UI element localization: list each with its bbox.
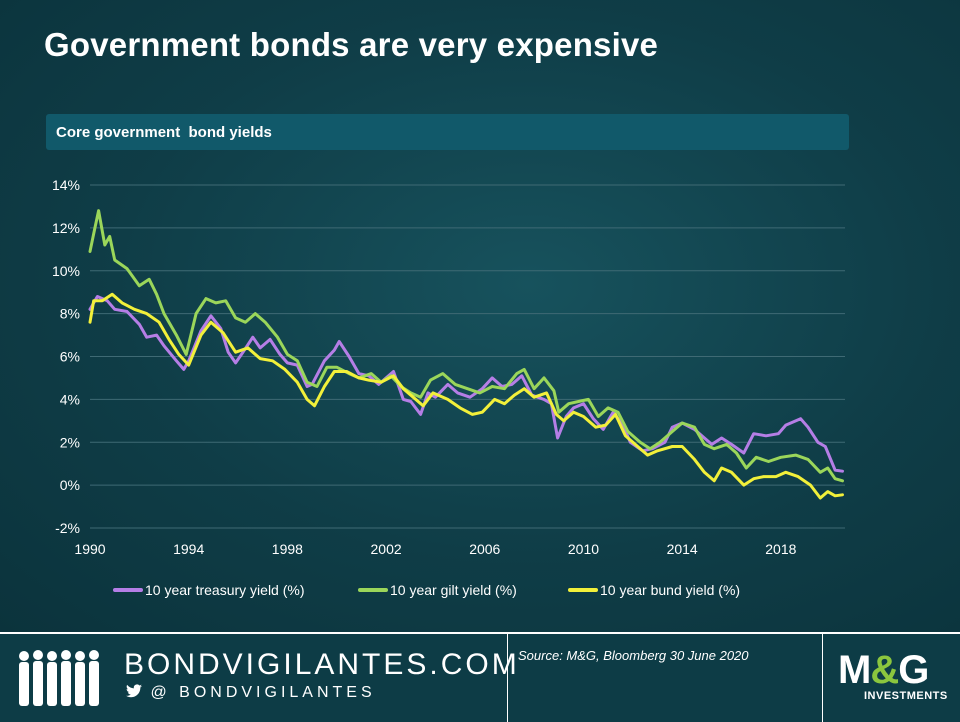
y-tick-label: 12% (52, 220, 80, 236)
slide-background (0, 0, 960, 632)
series-line-1 (88, 295, 844, 473)
legend: 10 year treasury yield (%) 10 year gilt y… (113, 582, 740, 598)
footer-bar: BONDVIGILANTES.COM @ BONDVIGILANTES Sour… (0, 632, 960, 722)
slide-title: Government bonds are very expensive (44, 26, 659, 63)
logo-g: G (898, 648, 929, 692)
y-tick-label: 10% (52, 263, 80, 279)
x-tick-label: 2018 (765, 541, 796, 557)
series-line-2 (88, 209, 844, 483)
legend-label: 10 year treasury yield (%) (145, 582, 305, 598)
x-tick-label: 1990 (74, 541, 105, 557)
logo-m: M (838, 648, 871, 692)
x-axis-ticks: 1990 1994 1998 2002 2006 2010 2014 2018 (74, 541, 796, 557)
handle-at: @ (150, 684, 171, 701)
footer-divider (822, 634, 823, 722)
x-tick-label: 2002 (371, 541, 402, 557)
y-tick-label: 6% (60, 349, 80, 365)
chart-header-bar: Core government bond yields (46, 114, 849, 150)
x-tick-label: 1998 (272, 541, 303, 557)
mg-investments-logo: M&G INVESTMENTS (838, 650, 948, 702)
site-name: BONDVIGILANTES.COM (124, 648, 520, 681)
y-tick-label: 0% (60, 477, 80, 493)
y-axis-ticks: -2% 0% 2% 4% 6% 8% 10% 12% 14% (52, 177, 80, 536)
logo-subtitle: INVESTMENTS (864, 690, 948, 702)
legend-label: 10 year bund yield (%) (600, 582, 740, 598)
twitter-bird-icon (126, 684, 142, 698)
people-silhouettes-icon (19, 650, 99, 706)
chart-title: Core government bond yields (56, 124, 272, 141)
logo-ampersand: & (870, 648, 899, 692)
x-tick-label: 1994 (173, 541, 204, 557)
series-lines (88, 209, 844, 500)
legend-label: 10 year gilt yield (%) (390, 582, 517, 598)
y-tick-label: 4% (60, 391, 80, 407)
twitter-handle: @ BONDVIGILANTES (126, 684, 376, 702)
y-tick-label: -2% (55, 520, 80, 536)
y-tick-label: 8% (60, 306, 80, 322)
series-line-3 (88, 292, 844, 500)
source-note: Source: M&G, Bloomberg 30 June 2020 (518, 648, 749, 663)
yield-line-chart: -2% 0% 2% 4% 6% 8% 10% 12% 14% 1990 1994 1998 2002 2… (52, 177, 845, 598)
handle-name: BONDVIGILANTES (179, 684, 376, 701)
x-tick-label: 2010 (568, 541, 599, 557)
x-tick-label: 2014 (667, 541, 698, 557)
y-tick-label: 2% (60, 434, 80, 450)
footer-divider (507, 634, 508, 722)
x-tick-label: 2006 (469, 541, 500, 557)
y-tick-label: 14% (52, 177, 80, 193)
gridlines (90, 184, 845, 529)
